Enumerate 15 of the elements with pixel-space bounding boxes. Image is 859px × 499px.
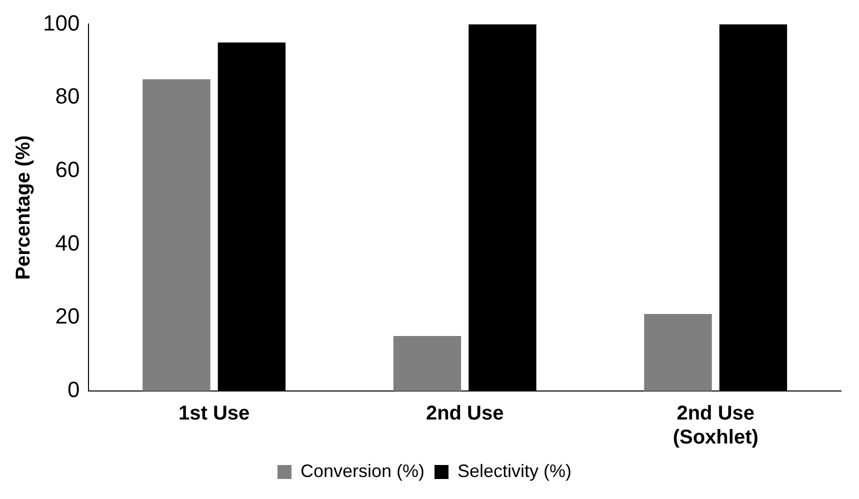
- legend-label: Selectivity (%): [458, 460, 572, 481]
- y-tick-label: 40: [55, 230, 80, 256]
- bar: [142, 79, 210, 391]
- legend-label: Conversion (%): [300, 460, 425, 481]
- bar: [644, 314, 712, 391]
- y-tick-label: 20: [55, 304, 80, 329]
- y-tick-label: 100: [42, 10, 80, 36]
- y-tick-label: 60: [55, 156, 80, 182]
- y-tick-label: 0: [67, 377, 80, 402]
- x-tick-label: 2nd Use: [426, 402, 504, 425]
- x-tick-label: 1st Use: [178, 402, 250, 425]
- y-axis-title: Percentage (%): [12, 135, 35, 280]
- y-tick-label: 80: [55, 84, 80, 109]
- x-tick-label: 2nd Use (Soxhlet): [672, 402, 758, 449]
- bar: [393, 336, 462, 391]
